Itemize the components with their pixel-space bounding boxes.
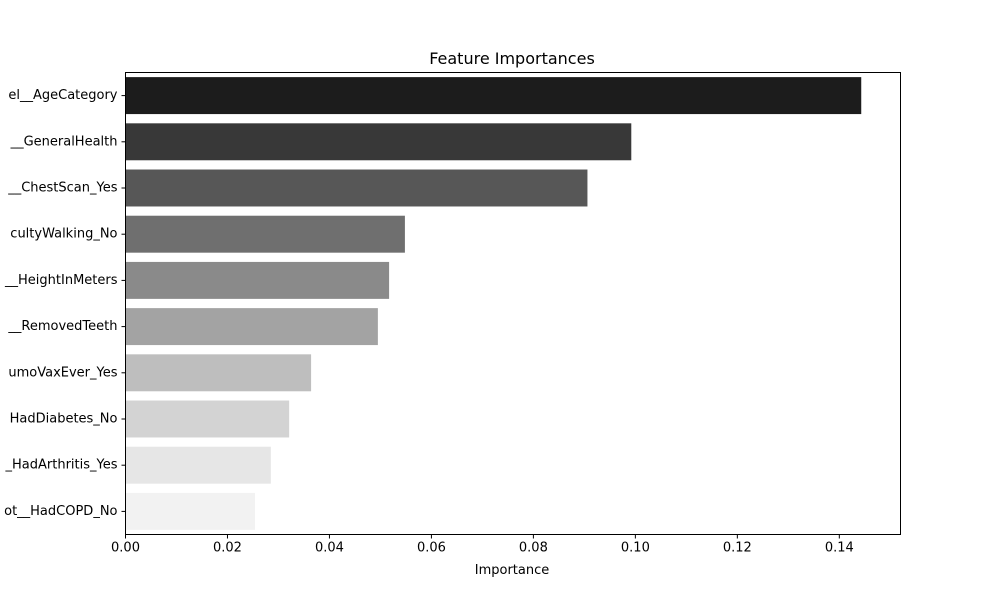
x-tick-label: 0.02 [213,541,242,556]
x-tick-label: 0.14 [825,541,854,556]
y-tick-label: __HeightInMeters [4,273,118,288]
x-tick-label: 0.10 [621,541,650,556]
bar [125,261,390,299]
bar [125,354,312,392]
bar [125,77,862,115]
bar [125,492,256,530]
bars-group [125,77,862,530]
plot-frame [125,72,901,535]
y-tick-label: _HadArthritis_Yes [5,458,118,473]
y-tick-label: __GeneralHealth [10,134,118,149]
x-tick-label: 0.06 [417,541,446,556]
y-tick-label: __ChestScan_Yes [7,181,118,196]
bar [125,215,405,253]
x-tick-label: 0.04 [315,541,344,556]
y-tick-label: el__AgeCategory [8,88,117,103]
bar [125,400,290,438]
bar [125,446,271,484]
x-tick-label: 0.08 [519,541,548,556]
y-tick-label: HadDiabetes_No [10,412,118,427]
y-tick-label: ot__HadCOPD_No [4,504,117,519]
bar [125,169,588,207]
bar [125,123,632,161]
x-tick-label: 0.12 [723,541,752,556]
bar [125,308,378,346]
y-tick-group: el__AgeCategory __GeneralHealth __ChestSca… [4,88,126,519]
x-axis-label: Importance [475,563,550,578]
y-tick-label: cultyWalking_No [10,227,117,242]
chart-title: Feature Importances [429,49,595,68]
x-tick-group: 0.00 0.02 0.04 0.06 0.08 0.10 0.12 0.14 [111,534,854,556]
x-tick-label: 0.00 [111,541,140,556]
y-tick-label: umoVaxEver_Yes [8,365,117,380]
y-tick-label: __RemovedTeeth [7,319,117,334]
